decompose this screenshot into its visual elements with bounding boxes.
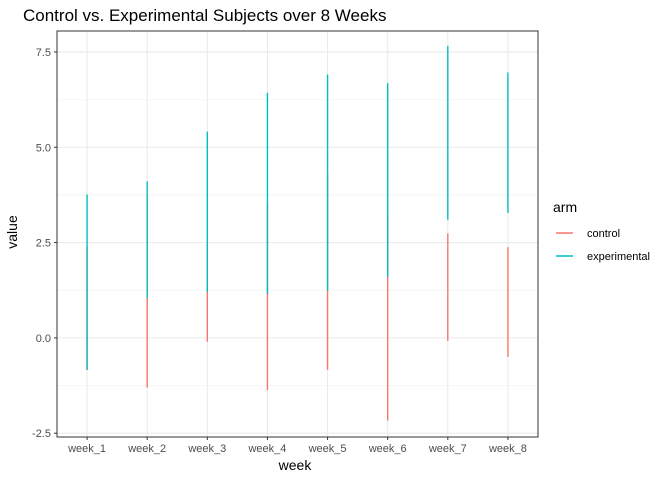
legend-label-control: control (587, 228, 620, 240)
y-tick-label: -2.5 (32, 428, 51, 440)
x-tick-label: week_3 (187, 443, 226, 455)
plot-panel: -2.5 0.0 2.5 5.0 7.5 week_1 week_2 week_3 week_4… (32, 30, 539, 455)
x-tick-label: week_8 (488, 443, 527, 455)
chart-title: Control vs. Experimental Subjects over 8… (23, 6, 386, 25)
y-tick-label: 5.0 (36, 142, 51, 154)
x-tick-label: week_5 (308, 443, 347, 455)
x-tick-label: week_7 (428, 443, 467, 455)
panel-border (56, 30, 539, 438)
legend-label-experimental: experimental (587, 251, 650, 263)
y-tick-label: 2.5 (36, 238, 51, 250)
y-tick-label: 0.0 (36, 333, 51, 345)
x-tick-label: week_6 (368, 443, 407, 455)
x-tick-label: week_2 (127, 443, 166, 455)
x-tick-label: week_1 (67, 443, 106, 455)
x-axis-title: week (278, 457, 313, 473)
y-axis-title: value (4, 215, 20, 249)
x-tick-label: week_4 (247, 443, 286, 455)
legend-title: arm (553, 199, 577, 215)
legend: control experimental (556, 228, 650, 263)
y-tick-label: 7.5 (36, 47, 51, 59)
plot-background (57, 31, 538, 437)
